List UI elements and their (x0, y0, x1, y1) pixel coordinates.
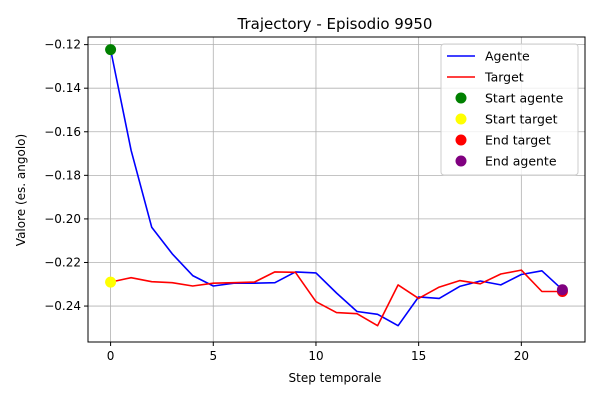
y-axis-ticks: −0.12 −0.14 −0.16 −0.18 −0.20 −0.22 −0.24 (44, 38, 88, 313)
legend-marker-end-agente (455, 155, 467, 167)
x-tick-label: 0 (107, 349, 115, 363)
marker-end-agente (556, 284, 568, 296)
marker-start-target (105, 276, 117, 288)
chart-title: Trajectory - Episodio 9950 (237, 15, 433, 33)
series-line-agente (109, 49, 563, 327)
y-tick-label: −0.18 (44, 168, 81, 182)
x-tick-label: 15 (411, 349, 426, 363)
legend-label: Target (484, 70, 524, 85)
legend-marker-start-agente (455, 92, 467, 104)
legend-marker-start-target (455, 113, 467, 125)
legend-label: Start agente (485, 91, 564, 106)
legend-marker-end-target (455, 134, 467, 146)
y-tick-label: −0.20 (44, 212, 81, 226)
legend-box (440, 43, 579, 176)
y-axis-label: Valore (es. angolo) (14, 134, 28, 246)
x-axis-ticks: 0 5 10 15 20 (107, 342, 529, 363)
y-tick-label: −0.22 (44, 255, 81, 269)
legend-label: Start target (485, 112, 558, 127)
legend-label: End target (485, 133, 551, 148)
x-tick-label: 5 (209, 349, 217, 363)
y-tick-label: −0.14 (44, 81, 81, 95)
marker-start-agente (105, 44, 117, 56)
y-tick-label: −0.16 (44, 125, 81, 139)
x-axis-label: Step temporale (289, 371, 382, 385)
x-tick-label: 10 (308, 349, 323, 363)
legend-label: Agente (485, 49, 530, 64)
legend: Agente Target Start agente Start target End … (440, 43, 579, 176)
y-tick-label: −0.12 (44, 38, 81, 52)
grid (88, 37, 585, 342)
series-lines (109, 49, 563, 327)
y-tick-label: −0.24 (44, 299, 81, 313)
legend-label: End agente (485, 154, 557, 169)
endpoint-markers (105, 44, 568, 297)
plot-frame (87, 36, 586, 343)
x-tick-label: 20 (514, 349, 529, 363)
series-line-target (110, 269, 563, 327)
